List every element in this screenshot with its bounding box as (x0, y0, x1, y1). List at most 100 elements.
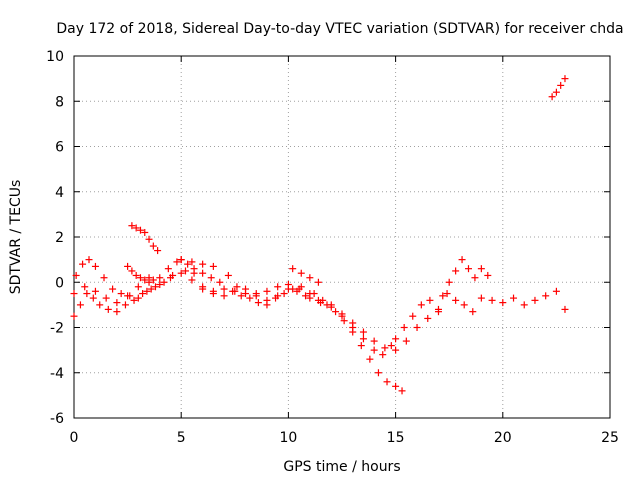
y-axis-label: SDTVAR / TECUs (8, 180, 24, 295)
data-point-sat-a (76, 301, 84, 309)
y-tick-label: 10 (46, 49, 64, 65)
data-point-sat-a (520, 301, 528, 309)
data-point-sat-a (488, 296, 496, 304)
data-point-sat-a (387, 342, 395, 350)
data-point-sat-a (216, 278, 224, 286)
data-point-sat-c (274, 283, 282, 291)
data-point-sat-a (561, 305, 569, 313)
data-point-sat-f (209, 262, 217, 270)
data-point-sat-a (392, 335, 400, 343)
data-point-sat-i (561, 75, 569, 83)
data-point-sat-a (70, 312, 78, 320)
data-point-sat-h (484, 271, 492, 279)
data-point-sat-c (91, 287, 99, 295)
data-point-sat-c (188, 276, 196, 284)
data-point-sat-a (173, 258, 181, 266)
data-point-sat-b (323, 301, 331, 309)
data-point-sat-g (306, 274, 314, 282)
data-point-sat-a (147, 285, 155, 293)
data-point-sat-a (469, 308, 477, 316)
data-point-sat-c (81, 283, 89, 291)
data-point-sat-b (237, 292, 245, 300)
data-point-sat-c (349, 319, 357, 327)
data-point-sat-h (458, 256, 466, 264)
data-point-sat-b (349, 328, 357, 336)
data-point-sat-c (317, 299, 325, 307)
y-tick-label: 0 (55, 275, 64, 291)
data-point-sat-c (424, 314, 432, 322)
data-point-sat-e (128, 222, 136, 230)
data-point-sat-b (280, 290, 288, 298)
data-point-sat-c (220, 292, 228, 300)
data-point-sat-b (366, 355, 374, 363)
data-point-sat-b (254, 299, 262, 307)
data-point-sat-c (263, 287, 271, 295)
data-point-sat-h (471, 274, 479, 282)
data-point-sat-b (246, 294, 254, 302)
data-point-sat-c (124, 292, 132, 300)
data-point-sat-a (130, 296, 138, 304)
data-point-sat-b (190, 269, 198, 277)
data-point-sat-f (177, 256, 185, 264)
y-tick-label: -6 (50, 411, 64, 427)
data-point-sat-a (510, 294, 518, 302)
data-point-sat-b (91, 262, 99, 270)
data-point-sat-a (156, 274, 164, 282)
y-tick-label: 2 (55, 230, 64, 246)
x-tick-label: 20 (494, 430, 512, 446)
data-point-sat-a (499, 299, 507, 307)
data-point-sat-g (314, 278, 322, 286)
data-point-sat-c (177, 269, 185, 277)
data-point-sat-a (89, 294, 97, 302)
data-point-sat-i (548, 93, 556, 101)
y-tick-label: 4 (55, 185, 64, 201)
data-point-sat-d (128, 267, 136, 275)
data-point-sat-b (272, 294, 280, 302)
y-tick-label: -4 (50, 366, 64, 382)
data-point-sat-b (374, 369, 382, 377)
data-point-sat-a (531, 296, 539, 304)
axis-ticks: 0 5 10 15 20 25 -6 -4 -2 0 2 4 6 8 10 (46, 49, 619, 446)
x-tick-label: 10 (279, 430, 297, 446)
data-point-sat-b (392, 382, 400, 390)
data-point-sat-a (104, 305, 112, 313)
data-point-sat-a (184, 260, 192, 268)
data-point-sat-c (231, 287, 239, 295)
data-point-sat-e (145, 235, 153, 243)
data-point-sat-c (434, 308, 442, 316)
data-point-sat-b (85, 256, 93, 264)
data-point-sat-e (141, 228, 149, 236)
data-point-sat-d (149, 276, 157, 284)
data-point-sat-a (96, 301, 104, 309)
data-point-sat-a (370, 346, 378, 354)
x-tick-label: 5 (177, 430, 186, 446)
data-point-sat-a (426, 296, 434, 304)
data-point-sat-a (233, 283, 241, 291)
data-point-sat-a (552, 287, 560, 295)
data-point-sat-b (340, 317, 348, 325)
data-point-sat-b (383, 378, 391, 386)
data-point-sat-c (413, 324, 421, 331)
data-point-sat-h (464, 265, 472, 273)
data-points (70, 75, 569, 395)
data-point-sat-c (209, 290, 217, 298)
data-point-sat-d (124, 262, 132, 270)
data-point-sat-g (297, 269, 305, 277)
data-point-sat-a (452, 296, 460, 304)
data-point-sat-a (359, 335, 367, 343)
data-point-sat-a (139, 290, 147, 298)
data-point-sat-c (370, 337, 378, 345)
data-point-sat-b (117, 290, 125, 298)
data-point-sat-i (557, 81, 565, 89)
data-point-sat-h (439, 292, 447, 300)
data-point-sat-h (477, 265, 485, 273)
data-point-sat-a (302, 292, 310, 300)
data-point-sat-c (306, 294, 314, 302)
data-point-sat-e (136, 226, 144, 234)
data-point-sat-c (199, 285, 207, 293)
data-point-sat-c (392, 346, 400, 354)
data-point-sat-d (132, 271, 140, 279)
data-point-sat-c (102, 294, 110, 302)
data-point-sat-e (149, 242, 157, 250)
